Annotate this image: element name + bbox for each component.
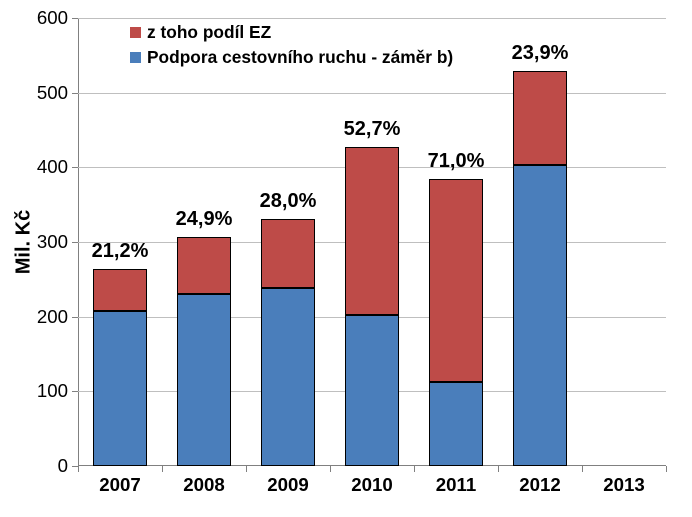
x-tick-label: 2008 bbox=[183, 474, 225, 496]
y-tick-label: 500 bbox=[37, 82, 68, 104]
y-tick bbox=[72, 93, 78, 94]
x-tick-label: 2012 bbox=[519, 474, 561, 496]
y-tick bbox=[72, 167, 78, 168]
bar bbox=[93, 269, 147, 466]
bar-segment-podpora bbox=[177, 294, 231, 466]
bar-segment-podpora bbox=[429, 382, 483, 466]
y-tick bbox=[72, 317, 78, 318]
y-tick-label: 400 bbox=[37, 156, 68, 178]
y-tick-label: 100 bbox=[37, 380, 68, 402]
x-tick-label: 2013 bbox=[603, 474, 645, 496]
bar-segment-ez bbox=[345, 147, 399, 315]
bar bbox=[177, 237, 231, 466]
plot-area: 0100200300400500600200721,2%200824,9%200… bbox=[78, 18, 666, 466]
y-tick-label: 200 bbox=[37, 306, 68, 328]
legend-label-ez: z toho podíl EZ bbox=[147, 22, 271, 43]
legend-swatch-podpora bbox=[130, 52, 141, 63]
bar-segment-podpora bbox=[261, 288, 315, 466]
legend-item-podpora: Podpora cestovního ruchu - záměr b) bbox=[130, 47, 453, 68]
data-label: 23,9% bbox=[512, 42, 569, 65]
x-tick bbox=[330, 466, 331, 472]
y-tick bbox=[72, 391, 78, 392]
bar bbox=[261, 219, 315, 466]
bar-segment-ez bbox=[429, 179, 483, 382]
x-tick bbox=[414, 466, 415, 472]
x-tick-label: 2009 bbox=[267, 474, 309, 496]
legend-label-podpora: Podpora cestovního ruchu - záměr b) bbox=[147, 47, 453, 68]
bar-segment-podpora bbox=[93, 311, 147, 466]
y-tick bbox=[72, 18, 78, 19]
data-label: 21,2% bbox=[92, 240, 149, 263]
y-axis-title: Mil. Kč bbox=[13, 210, 36, 274]
bar bbox=[429, 179, 483, 466]
x-tick bbox=[78, 466, 79, 472]
y-tick-label: 600 bbox=[37, 7, 68, 29]
x-tick bbox=[162, 466, 163, 472]
x-tick bbox=[666, 466, 667, 472]
x-tick bbox=[246, 466, 247, 472]
gridline bbox=[78, 93, 666, 94]
data-label: 52,7% bbox=[344, 118, 401, 141]
x-tick-label: 2007 bbox=[99, 474, 141, 496]
bar-segment-ez bbox=[177, 237, 231, 294]
bar bbox=[345, 147, 399, 466]
legend: z toho podíl EZ Podpora cestovního ruchu … bbox=[130, 22, 453, 72]
data-label: 71,0% bbox=[428, 150, 485, 173]
bar-segment-podpora bbox=[345, 315, 399, 466]
bar-segment-ez bbox=[513, 71, 567, 165]
chart-container: Mil. Kč 0100200300400500600200721,2%2008… bbox=[0, 0, 692, 517]
x-tick bbox=[498, 466, 499, 472]
data-label: 24,9% bbox=[176, 208, 233, 231]
x-tick bbox=[582, 466, 583, 472]
bar-segment-podpora bbox=[513, 165, 567, 466]
legend-item-ez: z toho podíl EZ bbox=[130, 22, 453, 43]
bar bbox=[513, 71, 567, 466]
data-label: 28,0% bbox=[260, 190, 317, 213]
y-tick bbox=[72, 242, 78, 243]
x-tick-label: 2010 bbox=[351, 474, 393, 496]
y-tick-label: 300 bbox=[37, 231, 68, 253]
bar-segment-ez bbox=[261, 219, 315, 288]
legend-swatch-ez bbox=[130, 27, 141, 38]
y-tick-label: 0 bbox=[58, 455, 68, 477]
bar-segment-ez bbox=[93, 269, 147, 311]
x-tick-label: 2011 bbox=[436, 474, 476, 496]
gridline bbox=[78, 18, 666, 19]
